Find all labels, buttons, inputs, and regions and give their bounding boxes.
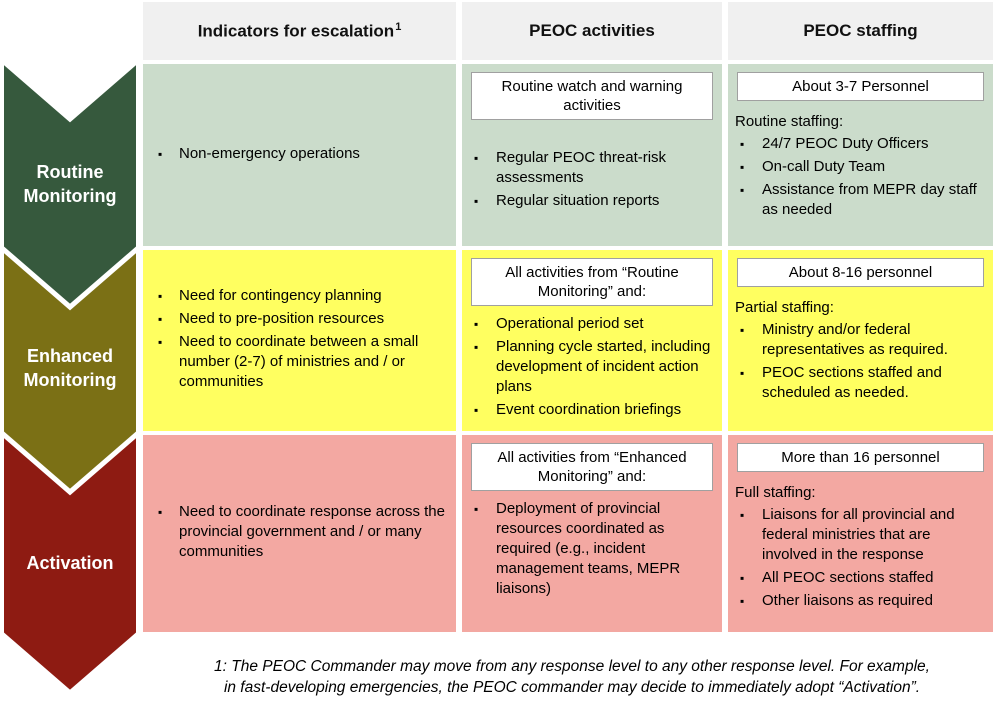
list-item: Regular PEOC threat-risk assessments bbox=[462, 148, 718, 188]
list-item: Other liaisons as required bbox=[728, 591, 989, 611]
list-item: Operational period set bbox=[462, 314, 718, 334]
enhanced-activities-cell: All activities from “Routine Monitoring”… bbox=[462, 250, 722, 431]
column-header-activities: PEOC activities bbox=[462, 2, 722, 60]
list-item: Need to pre-position resources bbox=[143, 309, 450, 329]
list-item: Event coordination briefings bbox=[462, 400, 718, 420]
list-item: All PEOC sections staffed bbox=[728, 568, 989, 588]
column-header-activities-label: PEOC activities bbox=[529, 21, 655, 40]
chevron-routine-shape bbox=[2, 60, 138, 307]
activation-staffing-cell: More than 16 personnel Full staffing: Li… bbox=[728, 435, 993, 632]
list-item: Assistance from MEPR day staff as needed bbox=[728, 180, 989, 220]
column-header-indicators-label: Indicators for escalation bbox=[197, 21, 395, 41]
column-header-indicators: Indicators for escalation1 bbox=[143, 2, 456, 60]
column-header-staffing-label: PEOC staffing bbox=[803, 21, 918, 40]
routine-activities-headline-box: Routine watch and warning activities bbox=[471, 72, 713, 120]
list-item: Planning cycle started, including develo… bbox=[462, 337, 718, 397]
activation-activities-headline-box: All activities from “Enhanced Monitoring… bbox=[471, 443, 713, 491]
enhanced-indicators-cell: Need for contingency planning Need to pr… bbox=[143, 250, 456, 431]
activation-indicators-cell: Need to coordinate response across the p… bbox=[143, 435, 456, 632]
column-header-staffing: PEOC staffing bbox=[728, 2, 993, 60]
routine-activities-cell: Routine watch and warning activities Reg… bbox=[462, 64, 722, 246]
level-label-activation: Activation bbox=[26, 553, 114, 573]
list-item: Deployment of provincial resources coord… bbox=[462, 499, 718, 599]
enhanced-staffing-headline-box: About 8-16 personnel bbox=[737, 258, 984, 287]
list-item: Need to coordinate response across the p… bbox=[143, 502, 450, 562]
level-label-routine-monitoring: Routine Monitoring bbox=[23, 162, 117, 206]
list-item: PEOC sections staffed and scheduled as n… bbox=[728, 363, 989, 403]
activation-staffing-headline-box: More than 16 personnel bbox=[737, 443, 984, 472]
list-item: Need to coordinate between a small numbe… bbox=[143, 332, 450, 392]
chevron-arrow-graphic bbox=[2, 60, 138, 693]
staffing-category-label: Routine staffing: bbox=[735, 113, 844, 130]
list-item: Non-emergency operations bbox=[143, 144, 360, 164]
enhanced-activities-headline-box: All activities from “Routine Monitoring”… bbox=[471, 258, 713, 306]
chevron-enhanced-shape bbox=[2, 248, 138, 492]
list-item: Ministry and/or federal representatives … bbox=[728, 320, 989, 360]
list-item: Regular situation reports bbox=[462, 191, 718, 211]
activation-activities-cell: All activities from “Enhanced Monitoring… bbox=[462, 435, 722, 632]
footnote-line-1: 1: The PEOC Commander may move from any … bbox=[214, 658, 930, 675]
routine-indicators-cell: Non-emergency operations bbox=[143, 64, 456, 246]
escalation-table: Indicators for escalation1 PEOC activiti… bbox=[143, 2, 993, 632]
chevron-activation-shape bbox=[2, 433, 138, 693]
list-item: Need for contingency planning bbox=[143, 286, 450, 306]
list-item: Liaisons for all provincial and federal … bbox=[728, 505, 989, 565]
routine-staffing-headline-box: About 3-7 Personnel bbox=[737, 72, 984, 101]
footnote: 1: The PEOC Commander may move from any … bbox=[150, 656, 994, 698]
level-label-enhanced-monitoring: Enhanced Monitoring bbox=[23, 346, 117, 390]
footnote-marker: 1 bbox=[395, 20, 402, 33]
footnote-line-2: in fast-developing emergencies, the PEOC… bbox=[223, 679, 921, 696]
staffing-category-label: Partial staffing: bbox=[735, 299, 834, 316]
routine-staffing-cell: About 3-7 Personnel Routine staffing: 24… bbox=[728, 64, 993, 246]
list-item: On-call Duty Team bbox=[728, 157, 989, 177]
enhanced-staffing-cell: About 8-16 personnel Partial staffing: M… bbox=[728, 250, 993, 431]
staffing-category-label: Full staffing: bbox=[735, 484, 816, 501]
list-item: 24/7 PEOC Duty Officers bbox=[728, 134, 989, 154]
